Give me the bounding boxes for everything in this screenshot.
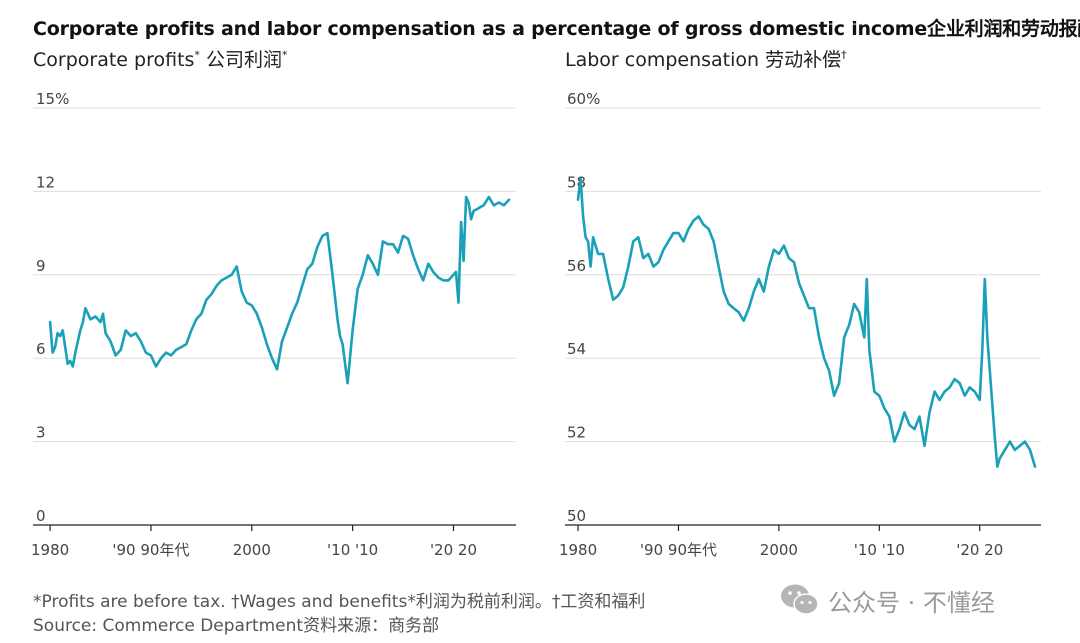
right-panel-title: Labor compensation 劳动补偿† [565, 45, 847, 72]
labor-xtick-label: 2000 [760, 541, 798, 559]
labor-ytick-label: 50 [567, 507, 586, 525]
right-panel-title-cn: 劳动补偿 [765, 49, 842, 71]
labor-xtick-label: 1980 [559, 541, 597, 559]
profits-ytick-label: 15% [36, 90, 69, 108]
corporate-profits-panel: 0 3 6 9 12 15% 1980 '90 90年代 2000 '10 '10 '20 20 [31, 90, 516, 559]
profits-xtick-label: '10 '10 [327, 541, 378, 559]
profits-xtick-label: '20 20 [430, 541, 477, 559]
labor-compensation-panel: 50 52 54 56 58 60% 1980 '90 90年代 2000 '10 '10 '20 … [559, 90, 1041, 559]
labor-ytick-label: 60% [567, 90, 600, 108]
watermark: 公众号 · 不懂经 [780, 583, 995, 617]
right-panel-title-cn-mark: † [841, 48, 847, 62]
labor-xtick-label: '90 90年代 [640, 541, 717, 559]
watermark-text: 公众号 · 不懂经 [828, 588, 995, 617]
profits-ytick-label: 6 [36, 340, 46, 358]
source-note: Source: Commerce Department资料来源：商务部 [33, 616, 440, 636]
wechat-icon [781, 584, 819, 615]
left-panel-title-mark: * [194, 48, 200, 62]
profits-series-line [48, 195, 511, 385]
profits-xtick-label: 2000 [233, 541, 271, 559]
chart-title: Corporate profits and labor compensation… [33, 18, 1080, 40]
labor-xtick-label: '10 '10 [854, 541, 905, 559]
profits-ytick-label: 0 [36, 507, 46, 525]
labor-series-line [576, 177, 1037, 468]
profits-xtick-label: 1980 [31, 541, 69, 559]
labor-ytick-label: 52 [567, 424, 586, 442]
left-panel-title-cn-mark: * [281, 48, 288, 62]
labor-ytick-label: 56 [567, 257, 586, 275]
profits-ytick-label: 9 [36, 257, 46, 275]
profits-ytick-label: 12 [36, 173, 55, 191]
labor-ytick-label: 54 [567, 340, 586, 358]
profits-ytick-label: 3 [36, 424, 46, 442]
left-panel-title-cn: 公司利润 [205, 49, 282, 71]
labor-ytick-label: 58 [567, 173, 586, 191]
footnote: *Profits are before tax. †Wages and bene… [33, 592, 646, 612]
labor-xtick-label: '20 20 [956, 541, 1003, 559]
left-panel-title: Corporate profits* 公司利润* [33, 45, 287, 72]
profits-xtick-label: '90 90年代 [112, 541, 189, 559]
right-panel-title-en: Labor compensation [565, 49, 760, 71]
left-panel-title-en: Corporate profits [33, 49, 195, 71]
